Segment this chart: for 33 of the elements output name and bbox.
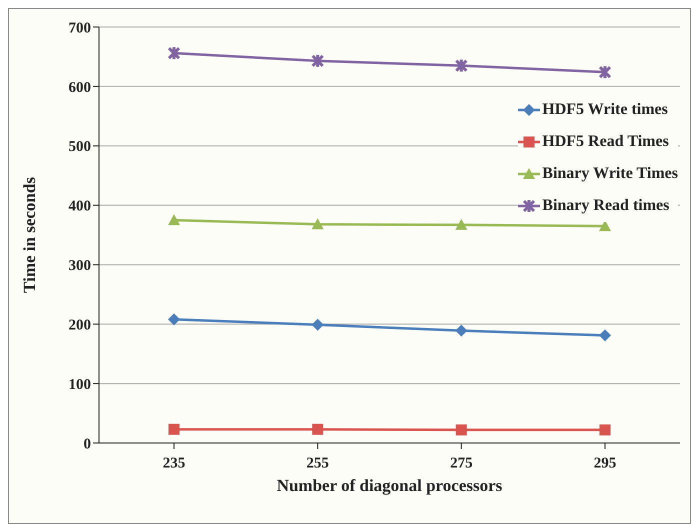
point <box>312 318 324 331</box>
legend-label: Binary Read times <box>542 197 670 215</box>
legend-label: HDF5 Read Times <box>542 133 669 151</box>
point <box>455 324 468 337</box>
point <box>600 424 610 436</box>
legend-label: Binary Write Times <box>542 165 678 183</box>
x-axis-title: Number of diagonal processors <box>276 476 503 495</box>
x-tick-label: 275 <box>450 456 473 472</box>
point <box>599 329 611 342</box>
x-tick-label: 235 <box>162 456 186 472</box>
y-tick-label: 200 <box>68 317 91 334</box>
point <box>454 58 468 74</box>
y-tick-label: 0 <box>84 436 91 452</box>
y-tick-label: 700 <box>68 20 91 36</box>
y-tick-label: 100 <box>68 376 91 393</box>
point <box>168 424 180 435</box>
point <box>311 53 324 68</box>
point <box>312 218 324 230</box>
point <box>312 424 324 435</box>
point <box>168 46 180 61</box>
x-tick-label: 255 <box>306 456 329 472</box>
y-tick-label: 500 <box>68 139 91 156</box>
y-tick-label: 300 <box>68 258 91 274</box>
point <box>456 424 467 436</box>
y-tick-label: 600 <box>68 80 91 96</box>
point <box>168 214 180 226</box>
point <box>168 313 180 326</box>
y-tick-label: 400 <box>68 198 91 215</box>
point <box>598 64 612 80</box>
point <box>455 218 468 230</box>
x-tick-label: 295 <box>594 456 616 472</box>
y-axis-title: Time in seconds <box>20 176 40 293</box>
legend-label: HDF5 Write times <box>542 101 668 119</box>
